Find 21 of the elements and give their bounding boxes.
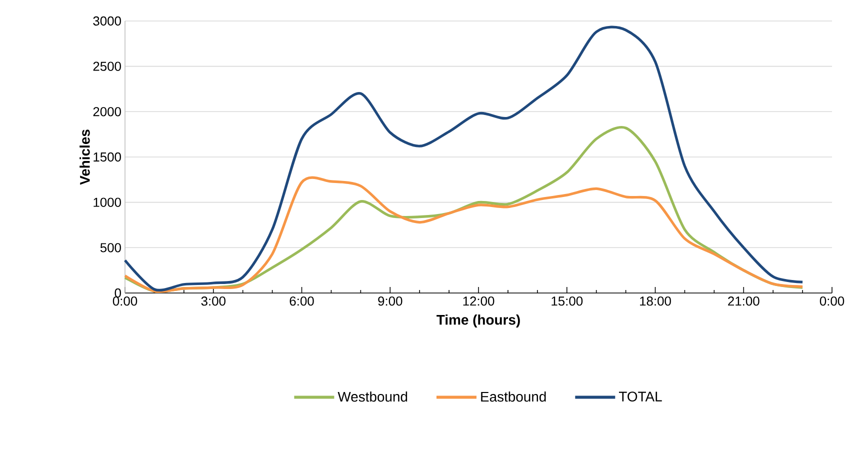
x-tick-label: 6:00 — [290, 296, 314, 306]
x-tick-label: 9:00 — [378, 296, 402, 306]
legend-label: TOTAL — [618, 392, 662, 402]
y-tick-label: 2500 — [93, 62, 121, 71]
y-tick-label: 1000 — [94, 198, 121, 207]
x-axis-title: Time (hours) — [436, 314, 520, 328]
legend-label: Westbound — [338, 391, 408, 402]
x-tick-label: 0:00 — [820, 296, 844, 306]
x-tick-label: 21:00 — [728, 296, 760, 306]
x-tick-label: 15:00 — [552, 296, 583, 306]
y-tick-label: 3000 — [93, 16, 121, 26]
x-tick-label: 12:00 — [463, 296, 494, 306]
legend-label: Eastbound — [481, 391, 546, 402]
y-axis-title: Vehicles — [80, 130, 90, 185]
x-tick-label: 0:00 — [112, 296, 138, 306]
y-tick-label: 1500 — [94, 152, 121, 162]
y-tick-label: 0 — [114, 288, 121, 298]
y-tick-label: 2000 — [93, 107, 121, 116]
y-tick-label: 500 — [100, 243, 121, 252]
x-tick-label: 18:00 — [640, 296, 671, 306]
x-tick-label: 3:00 — [201, 296, 226, 306]
